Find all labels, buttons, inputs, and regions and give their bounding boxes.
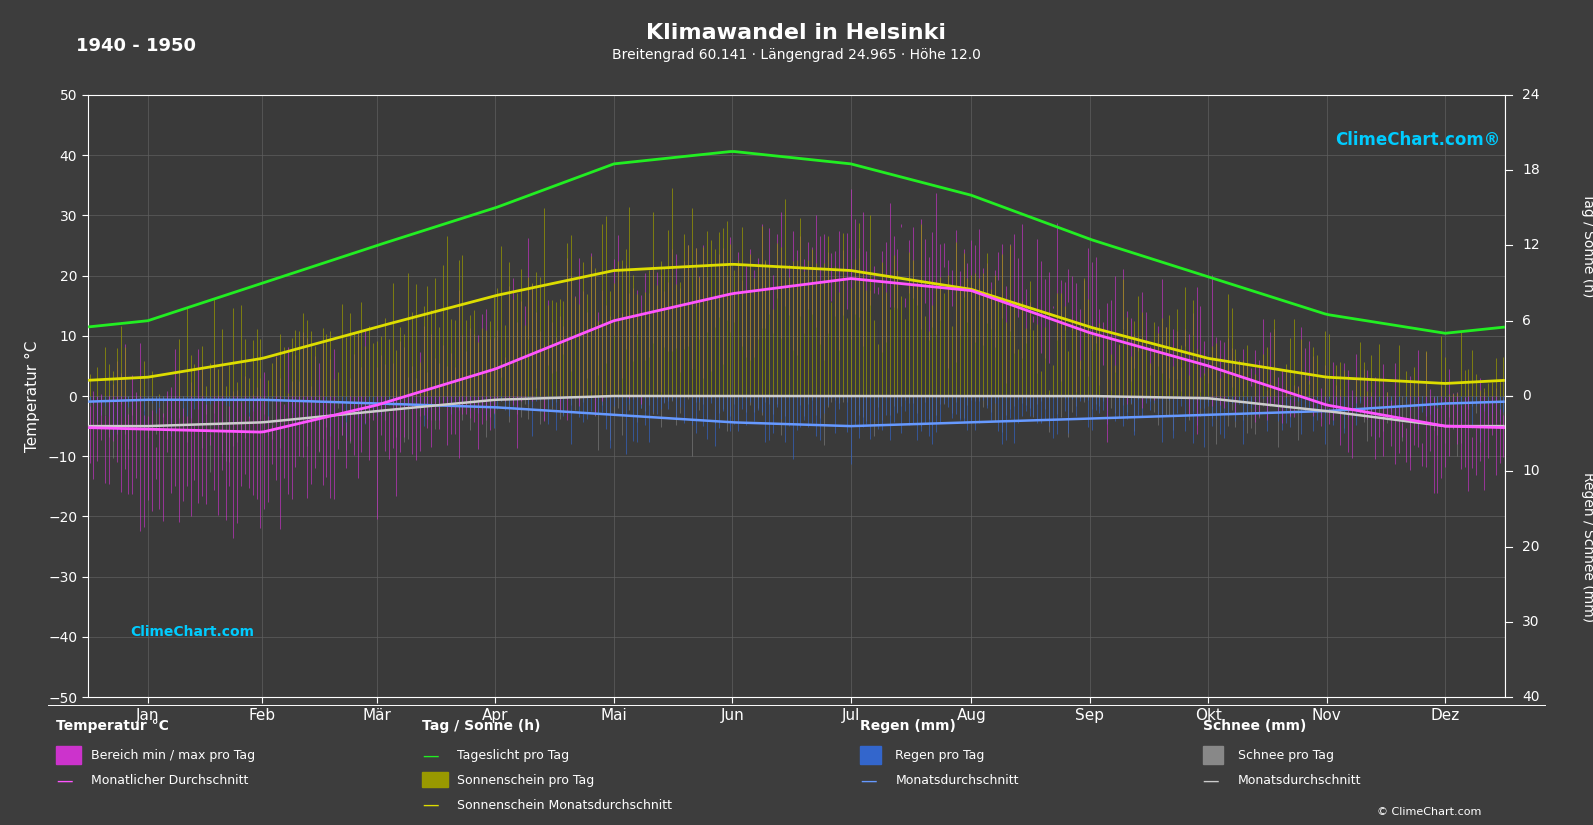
Text: 1940 - 1950: 1940 - 1950 <box>76 37 196 55</box>
Y-axis label: Temperatur °C: Temperatur °C <box>24 340 40 452</box>
Text: © ClimeChart.com: © ClimeChart.com <box>1376 807 1481 817</box>
Text: —: — <box>56 771 72 790</box>
Text: Bereich min / max pro Tag: Bereich min / max pro Tag <box>91 749 255 762</box>
Text: 10: 10 <box>1523 464 1540 478</box>
Text: 24: 24 <box>1523 88 1540 101</box>
Text: Temperatur °C: Temperatur °C <box>56 719 169 733</box>
Text: Tag / Sonne (h): Tag / Sonne (h) <box>1580 193 1593 298</box>
Text: Sonnenschein pro Tag: Sonnenschein pro Tag <box>457 774 594 787</box>
Text: Schnee (mm): Schnee (mm) <box>1203 719 1306 733</box>
Text: Tageslicht pro Tag: Tageslicht pro Tag <box>457 749 569 762</box>
Text: 40: 40 <box>1523 691 1540 704</box>
Text: 6: 6 <box>1523 314 1531 328</box>
Text: ClimeChart.com: ClimeChart.com <box>131 625 255 639</box>
Text: 18: 18 <box>1523 163 1540 177</box>
Text: Schnee pro Tag: Schnee pro Tag <box>1238 749 1333 762</box>
Text: —: — <box>422 796 438 814</box>
Text: Sonnenschein Monatsdurchschnitt: Sonnenschein Monatsdurchschnitt <box>457 799 672 812</box>
Text: —: — <box>860 771 876 790</box>
Text: Monatlicher Durchschnitt: Monatlicher Durchschnitt <box>91 774 249 787</box>
Text: Breitengrad 60.141 · Längengrad 24.965 · Höhe 12.0: Breitengrad 60.141 · Längengrad 24.965 ·… <box>612 48 981 62</box>
Text: 30: 30 <box>1523 615 1540 629</box>
Text: Regen (mm): Regen (mm) <box>860 719 956 733</box>
Text: Klimawandel in Helsinki: Klimawandel in Helsinki <box>647 23 946 43</box>
Text: Tag / Sonne (h): Tag / Sonne (h) <box>422 719 540 733</box>
Text: 12: 12 <box>1523 238 1540 252</box>
Text: —: — <box>1203 771 1219 790</box>
Text: 20: 20 <box>1523 540 1540 554</box>
Text: Monatsdurchschnitt: Monatsdurchschnitt <box>895 774 1020 787</box>
Text: Monatsdurchschnitt: Monatsdurchschnitt <box>1238 774 1362 787</box>
Text: 0: 0 <box>1523 389 1531 403</box>
Text: ClimeChart.com®: ClimeChart.com® <box>1335 131 1501 149</box>
Text: Regen / Schnee (mm): Regen / Schnee (mm) <box>1580 472 1593 621</box>
Text: —: — <box>422 747 438 765</box>
Text: Regen pro Tag: Regen pro Tag <box>895 749 984 762</box>
